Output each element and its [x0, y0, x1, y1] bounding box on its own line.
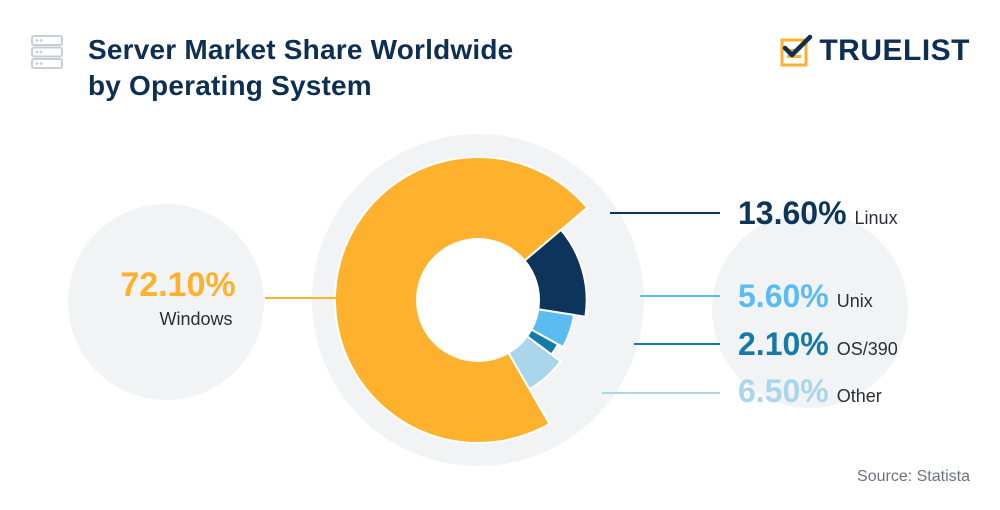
- value-label-unix: 5.60%: [738, 278, 829, 314]
- value-label-windows: 72.10%: [120, 266, 235, 304]
- value-label-linux: 13.60%: [738, 195, 847, 231]
- callout-linux: 13.60% Linux: [738, 195, 898, 231]
- source-note: Source: Statista: [857, 468, 970, 485]
- category-label-windows: Windows: [159, 309, 232, 329]
- category-label-unix: Unix: [837, 291, 873, 311]
- category-label-other: Other: [837, 386, 882, 406]
- category-label-os-390: OS/390: [837, 339, 898, 359]
- callout-os-390: 2.10% OS/390: [738, 326, 898, 362]
- value-label-other: 6.50%: [738, 373, 829, 409]
- callout-unix: 5.60% Unix: [738, 278, 873, 314]
- windows-label-bubble: [68, 204, 264, 400]
- category-label-linux: Linux: [855, 208, 898, 228]
- brand-logo: TRUELIST: [779, 34, 970, 68]
- value-label-os-390: 2.10%: [738, 326, 829, 362]
- callout-other: 6.50% Other: [738, 373, 882, 409]
- brand-name: TRUELIST: [819, 34, 970, 67]
- donut-hole: [416, 238, 540, 362]
- checklist-logo-icon: [780, 34, 813, 67]
- server-icon: [31, 35, 63, 69]
- chart-title-line-1: Server Market Share Worldwide: [88, 34, 514, 65]
- chart-title-line-2: by Operating System: [88, 70, 372, 101]
- right-label-bubble: [712, 212, 908, 408]
